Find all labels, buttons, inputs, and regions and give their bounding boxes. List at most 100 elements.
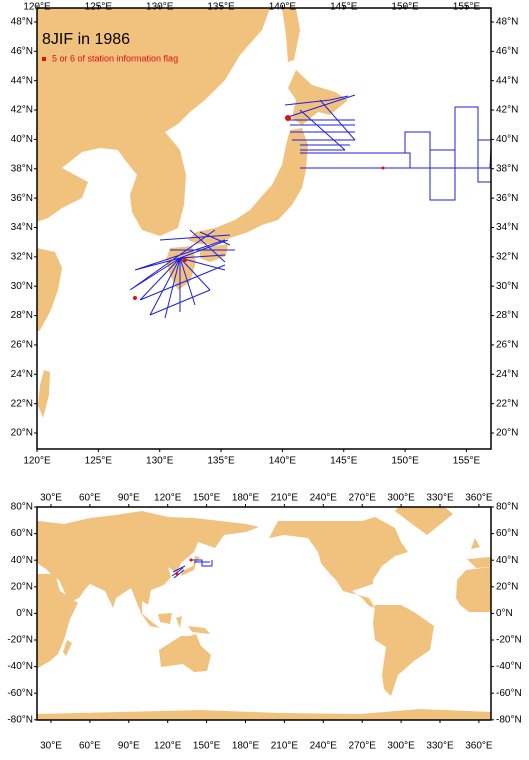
legend-label: 5 or 6 of station information flag — [52, 53, 178, 63]
eurasia — [37, 511, 259, 615]
lon-label: 120°E — [154, 493, 182, 504]
regional-map — [37, 8, 491, 449]
lat-label: 34°N — [11, 222, 33, 233]
lat-label: 30°N — [11, 281, 33, 292]
lat-label: -60°N — [496, 688, 522, 699]
lon-label: 150°E — [193, 741, 221, 752]
lon-label: 60°E — [79, 493, 101, 504]
lat-label: 36°N — [11, 193, 33, 204]
lat-label: 48°N — [11, 17, 33, 28]
lon-label: 330°E — [426, 493, 454, 504]
lat-label: 22°N — [496, 398, 518, 409]
lat-label: 40°N — [496, 134, 518, 145]
lon-label: 120°E — [154, 741, 182, 752]
regional-frame — [36, 7, 492, 450]
lon-label: 130°E — [146, 456, 174, 467]
lat-label: 20°N — [11, 428, 33, 439]
lon-label: 210°E — [271, 493, 299, 504]
lat-label: 20°N — [11, 581, 33, 592]
lat-label: 28°N — [496, 310, 518, 321]
lon-label: 300°E — [387, 493, 415, 504]
lon-label: 145°E — [330, 456, 358, 467]
lat-label: 38°N — [496, 163, 518, 174]
asia-mainland — [37, 8, 270, 236]
lat-label: -40°N — [496, 661, 522, 672]
lat-label: -40°N — [7, 661, 33, 672]
lon-label: 140°E — [269, 456, 297, 467]
world-map — [37, 507, 491, 720]
hokkaido — [288, 70, 348, 125]
sakhalin — [282, 8, 300, 62]
lon-label: 90°E — [118, 493, 140, 504]
lat-label: 80°N — [496, 502, 518, 513]
lon-label: 240°E — [310, 493, 338, 504]
lon-label: 135°E — [207, 456, 235, 467]
lat-label: 22°N — [11, 398, 33, 409]
lat-label: 38°N — [11, 163, 33, 174]
australia — [159, 634, 211, 672]
south-china — [37, 248, 62, 332]
lon-label: 360°E — [465, 741, 493, 752]
legend-swatch — [42, 57, 46, 61]
lat-label: 80°N — [11, 502, 33, 513]
lat-label: 0°N — [496, 608, 513, 619]
lon-label: 60°E — [79, 741, 101, 752]
greenland — [395, 507, 453, 535]
lon-label: 30°E — [40, 741, 62, 752]
lat-label: 26°N — [496, 340, 518, 351]
africa — [37, 574, 78, 668]
lat-label: 46°N — [11, 46, 33, 57]
shikoku — [200, 244, 228, 262]
lat-label: 46°N — [496, 46, 518, 57]
lat-label: 42°N — [496, 105, 518, 116]
world-station-tracks — [171, 558, 213, 579]
lon-label: 150°E — [391, 456, 419, 467]
lon-label: 180°E — [232, 741, 260, 752]
lon-label: 120°E — [23, 456, 51, 467]
lon-label: 180°E — [232, 493, 260, 504]
lat-label: 40°N — [11, 555, 33, 566]
north-america — [269, 517, 408, 608]
lon-label: 360°E — [465, 493, 493, 504]
lon-label: 270°E — [349, 741, 377, 752]
south-america — [373, 605, 434, 696]
axis-labels: 120°E120°E125°E125°E130°E130°E135°E135°E… — [7, 2, 521, 752]
lat-label: 44°N — [11, 75, 33, 86]
lon-label: 150°E — [193, 493, 221, 504]
lat-label: 44°N — [496, 75, 518, 86]
lat-label: 40°N — [11, 134, 33, 145]
lat-label: 24°N — [496, 369, 518, 380]
madagascar — [63, 640, 72, 656]
lat-label: 32°N — [11, 251, 33, 262]
lat-label: 36°N — [496, 193, 518, 204]
indonesia — [140, 612, 210, 634]
lat-label: -80°N — [496, 714, 522, 725]
lat-label: -60°N — [7, 688, 33, 699]
lat-label: 40°N — [496, 555, 518, 566]
lat-label: 24°N — [11, 369, 33, 380]
lat-label: 30°N — [496, 281, 518, 292]
lon-label: 90°E — [118, 741, 140, 752]
lat-label: 26°N — [11, 340, 33, 351]
antarctica — [37, 709, 491, 720]
lon-label: 270°E — [349, 493, 377, 504]
lon-label: 155°E — [453, 456, 481, 467]
lat-label: -20°N — [496, 635, 522, 646]
lat-label: 20°N — [496, 428, 518, 439]
lat-label: -20°N — [7, 635, 33, 646]
lon-label: 300°E — [387, 741, 415, 752]
taiwan — [38, 370, 50, 418]
lon-label: 125°E — [85, 456, 113, 467]
station-tracks — [129, 94, 491, 319]
lat-label: 34°N — [496, 222, 518, 233]
lat-label: 60°N — [496, 528, 518, 539]
map-title: 8JIF in 1986 — [42, 31, 130, 48]
lat-label: 28°N — [11, 310, 33, 321]
lat-label: 48°N — [496, 17, 518, 28]
lat-label: 60°N — [11, 528, 33, 539]
lon-label: 240°E — [310, 741, 338, 752]
lon-label: 330°E — [426, 741, 454, 752]
lon-label: 210°E — [271, 741, 299, 752]
japan — [181, 556, 200, 576]
